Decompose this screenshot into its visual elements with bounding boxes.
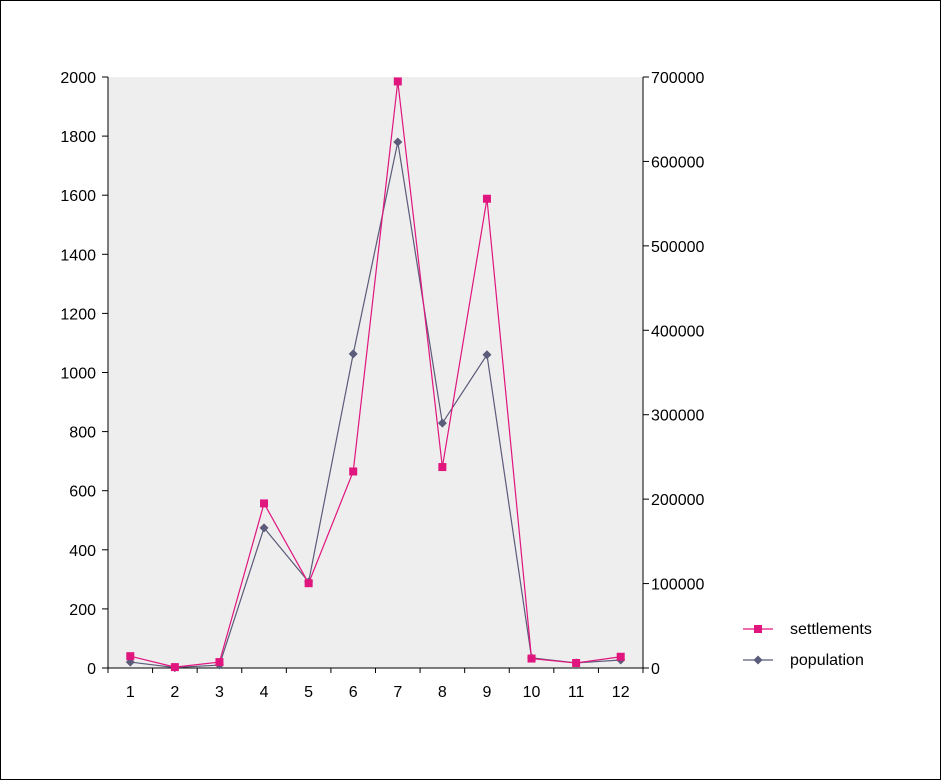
right-tick-label: 100000 xyxy=(651,577,704,594)
legend-marker-population xyxy=(753,655,763,665)
data-point-settlements xyxy=(215,658,224,667)
left-tick-label: 600 xyxy=(69,484,96,501)
left-tick-label: 1600 xyxy=(60,188,96,205)
right-tick-label: 300000 xyxy=(651,408,704,425)
data-point-settlements xyxy=(304,579,313,588)
data-point-settlements xyxy=(572,658,581,667)
data-point-settlements xyxy=(126,652,135,661)
data-point-population xyxy=(259,523,269,533)
x-tick-label: 12 xyxy=(612,684,630,701)
left-tick-label: 2000 xyxy=(60,70,96,87)
series-layer xyxy=(125,77,626,673)
left-tick-label: 1200 xyxy=(60,306,96,323)
left-tick-label: 1400 xyxy=(60,247,96,264)
legend-marker-settlements xyxy=(754,625,762,633)
data-point-settlements xyxy=(438,463,447,472)
x-tick-label: 9 xyxy=(483,684,492,701)
right-tick-label: 0 xyxy=(651,661,660,678)
left-tick-label: 800 xyxy=(69,425,96,442)
x-tick-label: 1 xyxy=(126,684,135,701)
left-y-axis: 0 200 400 600 800 1000 1200 1400 1600 1800 2000 xyxy=(60,70,109,678)
right-tick-label: 600000 xyxy=(651,154,704,171)
legend-label-settlements: settlements xyxy=(790,621,872,638)
x-tick-label: 10 xyxy=(523,684,541,701)
x-tick-label: 5 xyxy=(304,684,313,701)
right-tick-label: 400000 xyxy=(651,323,704,340)
data-point-population xyxy=(437,418,447,428)
legend: settlements population xyxy=(743,621,872,669)
right-tick-label: 200000 xyxy=(651,492,704,509)
x-tick-label: 3 xyxy=(215,684,224,701)
series-line-settlements xyxy=(130,81,621,668)
data-point-settlements xyxy=(170,663,179,672)
right-tick-label: 500000 xyxy=(651,239,704,256)
data-point-settlements xyxy=(616,652,625,661)
legend-label-population: population xyxy=(790,652,864,669)
x-tick-label: 6 xyxy=(349,684,358,701)
left-tick-label: 1800 xyxy=(60,129,96,146)
left-tick-label: 400 xyxy=(69,543,96,560)
data-point-settlements xyxy=(393,77,402,86)
x-tick-label: 8 xyxy=(438,684,447,701)
x-tick-label: 4 xyxy=(260,684,269,701)
left-tick-label: 1000 xyxy=(60,366,96,383)
left-tick-label: 0 xyxy=(87,661,96,678)
chart-svg: 0 200 400 600 800 1000 1200 1400 1600 1800 2000 0 1… xyxy=(60,70,872,701)
data-point-settlements xyxy=(527,654,536,663)
x-tick-label: 7 xyxy=(393,684,402,701)
data-point-settlements xyxy=(482,194,491,203)
left-tick-label: 200 xyxy=(69,602,96,619)
data-point-settlements xyxy=(260,499,269,508)
plot-area xyxy=(108,77,643,668)
data-point-population xyxy=(348,349,358,359)
data-point-settlements xyxy=(349,467,358,476)
x-tick-label: 11 xyxy=(568,684,585,701)
right-tick-label: 700000 xyxy=(651,70,704,87)
x-axis: 1 2 3 4 5 6 7 8 9 10 11 12 xyxy=(107,667,644,701)
data-point-population xyxy=(482,350,492,360)
data-point-population xyxy=(393,137,403,147)
x-tick-label: 2 xyxy=(170,684,179,701)
right-y-axis: 0 100000 200000 300000 400000 500000 600000 700… xyxy=(642,70,704,678)
